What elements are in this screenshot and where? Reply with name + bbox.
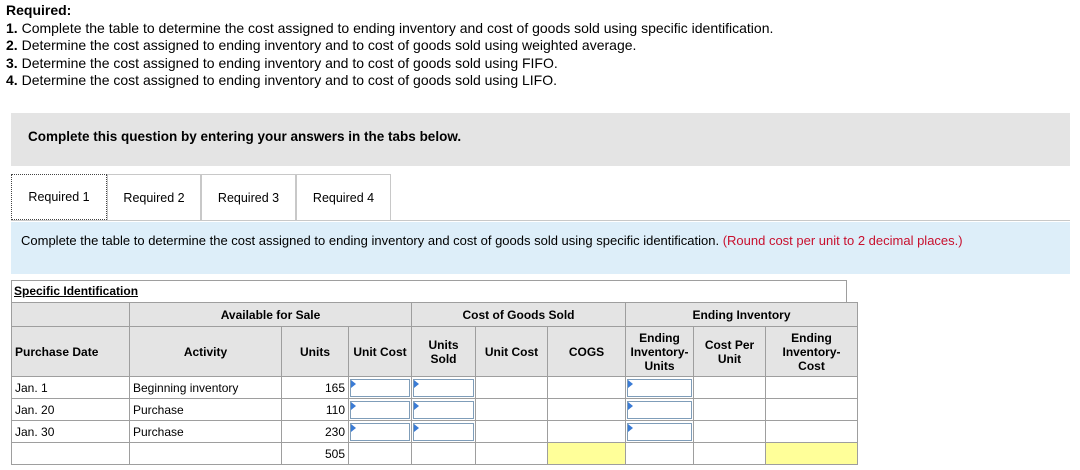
cost-per-unit-cell xyxy=(693,376,766,399)
total-ending-cost-cell xyxy=(765,442,858,465)
table-row: Jan. 30 Purchase 230 xyxy=(11,420,858,443)
rounding-note: (Round cost per unit to 2 decimal places… xyxy=(722,233,963,248)
row-activity: Purchase xyxy=(129,420,282,443)
required-section: Required: 1. Complete the table to deter… xyxy=(6,2,773,90)
required-item-1: 1. Complete the table to determine the c… xyxy=(6,19,774,36)
header-unit-cost: Unit Cost xyxy=(348,326,412,377)
specific-identification-table: Available for Sale Cost of Goods Sold En… xyxy=(11,302,858,465)
table-title: Specific Identification xyxy=(14,284,139,298)
header-ending-units: Ending Inventory- Units xyxy=(625,326,694,377)
group-ending-inventory: Ending Inventory xyxy=(625,302,858,327)
row-date: Jan. 1 xyxy=(11,376,130,399)
column-header-row: Purchase Date Activity Units Unit Cost U… xyxy=(11,326,858,377)
header-units: Units xyxy=(281,326,349,377)
row-units: 165 xyxy=(281,376,349,399)
header-cogs-unit-cost: Unit Cost xyxy=(475,326,548,377)
instructions-banner: Complete this question by entering your … xyxy=(11,113,1070,166)
table-row: Jan. 20 Purchase 110 xyxy=(11,398,858,421)
group-header-row: Available for Sale Cost of Goods Sold En… xyxy=(11,302,858,327)
required-heading: Required: xyxy=(6,2,72,18)
cost-per-unit-cell xyxy=(693,420,766,443)
ending-cost-cell xyxy=(765,376,858,399)
group-cost-of-goods-sold: Cost of Goods Sold xyxy=(411,302,626,327)
tab-required-3[interactable]: Required 3 xyxy=(201,174,296,220)
cogs-unit-cost-cell xyxy=(475,376,548,399)
total-row: 505 xyxy=(11,442,858,465)
cogs-unit-cost-cell xyxy=(475,420,548,443)
ending-units-input[interactable] xyxy=(627,378,692,397)
instruction-text: Complete the table to determine the cost… xyxy=(21,233,723,248)
cogs-unit-cost-cell xyxy=(475,398,548,421)
header-ending-cost: Ending Inventory- Cost xyxy=(765,326,858,377)
ending-units-input[interactable] xyxy=(627,422,692,441)
unit-cost-input[interactable] xyxy=(350,422,410,441)
unit-cost-input[interactable] xyxy=(350,400,410,419)
tab-required-2[interactable]: Required 2 xyxy=(107,174,201,220)
row-activity: Beginning inventory xyxy=(129,376,282,399)
total-cogs-cell xyxy=(547,442,626,465)
table-title-bar: Specific Identification xyxy=(11,280,847,302)
units-sold-input[interactable] xyxy=(413,378,474,397)
table-row: Jan. 1 Beginning inventory 165 xyxy=(11,376,858,399)
row-date: Jan. 30 xyxy=(11,420,130,443)
header-purchase-date: Purchase Date xyxy=(11,326,130,377)
required-item-3: 3. Determine the cost assigned to ending… xyxy=(6,54,558,71)
tab-divider xyxy=(11,220,1070,221)
banner-text: Complete this question by entering your … xyxy=(28,129,462,144)
unit-cost-input[interactable] xyxy=(350,378,410,397)
total-units: 505 xyxy=(281,442,349,465)
units-sold-input[interactable] xyxy=(413,422,474,441)
row-activity: Purchase xyxy=(129,398,282,421)
cogs-cell xyxy=(547,398,626,421)
cogs-cell xyxy=(547,376,626,399)
cogs-cell xyxy=(547,420,626,443)
row-date: Jan. 20 xyxy=(11,398,130,421)
row-units: 110 xyxy=(281,398,349,421)
header-units-sold: Units Sold xyxy=(411,326,476,377)
group-available-for-sale: Available for Sale xyxy=(129,302,412,327)
required-item-2: 2. Determine the cost assigned to ending… xyxy=(6,37,637,53)
header-activity: Activity xyxy=(129,326,282,377)
tab-required-4[interactable]: Required 4 xyxy=(296,174,391,220)
ending-cost-cell xyxy=(765,398,858,421)
row-units: 230 xyxy=(281,420,349,443)
header-cost-per-unit: Cost Per Unit xyxy=(693,326,766,377)
header-cogs: COGS xyxy=(547,326,626,377)
units-sold-input[interactable] xyxy=(413,400,474,419)
required-item-4: 4. Determine the cost assigned to ending… xyxy=(6,72,558,88)
ending-units-input[interactable] xyxy=(627,400,692,419)
ending-cost-cell xyxy=(765,420,858,443)
tab-instruction-panel: Complete the table to determine the cost… xyxy=(11,222,1070,274)
tab-required-1[interactable]: Required 1 xyxy=(11,174,107,220)
cost-per-unit-cell xyxy=(693,398,766,421)
